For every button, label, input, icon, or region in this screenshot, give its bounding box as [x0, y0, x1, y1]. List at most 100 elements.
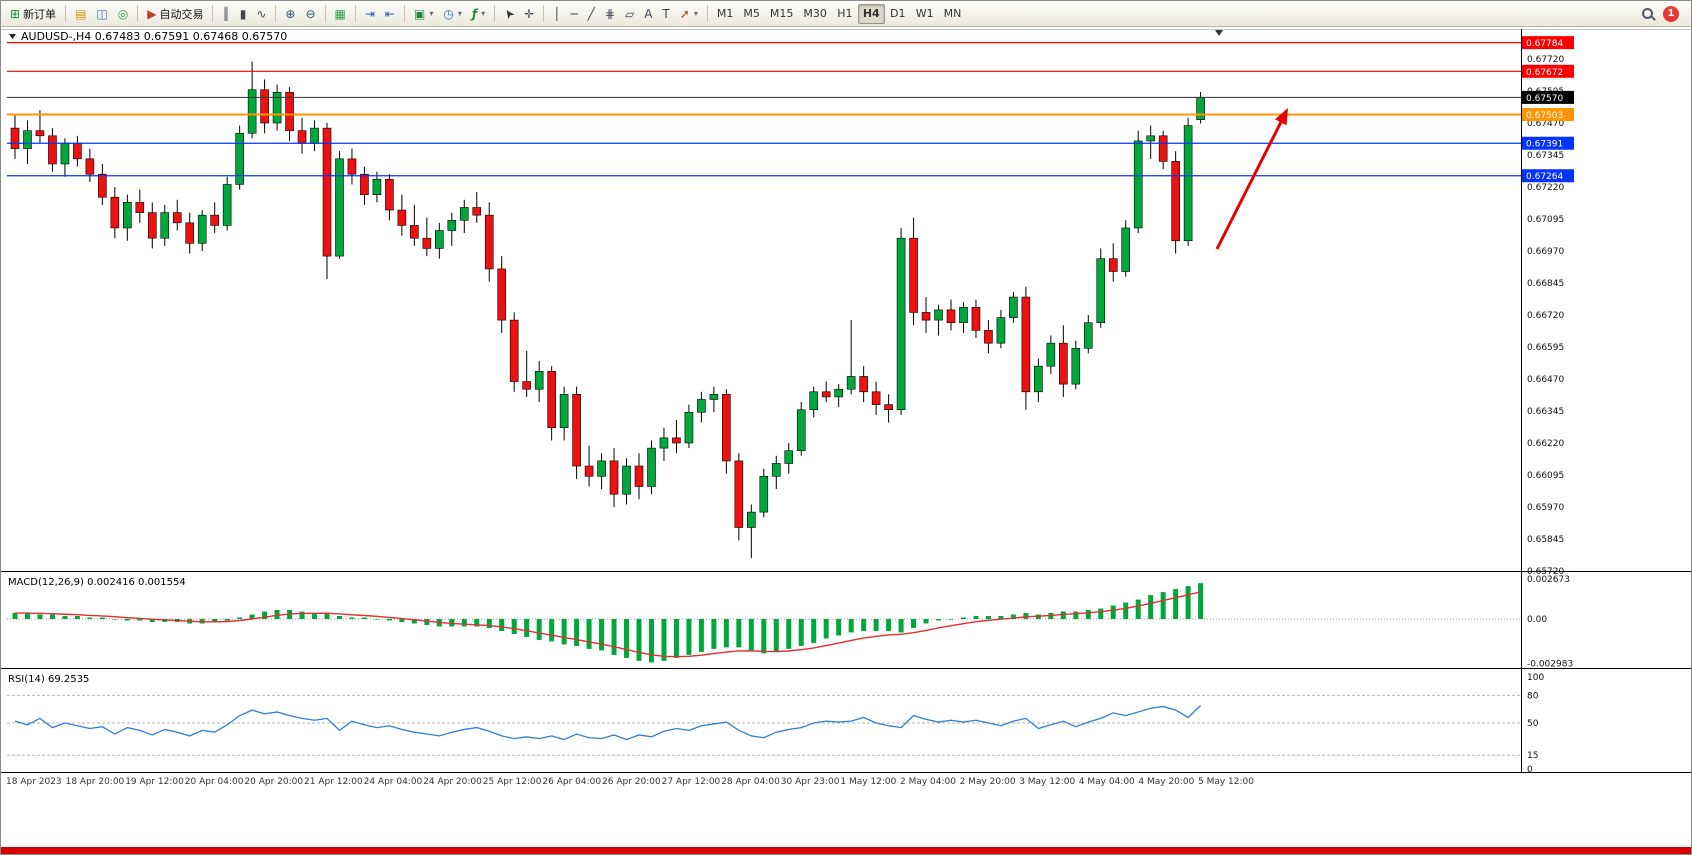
symbol-dropdown-icon[interactable]	[9, 34, 16, 39]
level-price-label: 0.67503	[1526, 111, 1563, 121]
timeframe-h1-button[interactable]: H1	[832, 4, 858, 24]
timeframe-d1-button[interactable]: D1	[885, 4, 911, 24]
trendline-button[interactable]: ╱	[583, 3, 600, 25]
price-tick-label: 0.67470	[1527, 119, 1564, 129]
candle-body	[222, 184, 232, 226]
zoom-out-button[interactable]: ⊖	[300, 3, 320, 25]
timeframe-mn-button[interactable]: MN	[939, 4, 967, 24]
candle-body	[834, 388, 843, 398]
macd-bar	[586, 619, 592, 649]
trend-arrow-annotation[interactable]	[1215, 108, 1288, 250]
autotrading-icon: ▶	[147, 6, 157, 21]
time-axis-label: 2 May 04:00	[900, 777, 956, 787]
macd-bar	[474, 619, 480, 627]
fibonacci-button[interactable]: ⋕	[600, 3, 620, 25]
new-order-button[interactable]: ⊞ 新订单	[5, 3, 61, 25]
crosshair-button[interactable]: ✛	[519, 3, 539, 25]
candle-body	[859, 376, 868, 393]
macd-bar	[87, 617, 93, 619]
horizontal-line-button[interactable]: ─	[565, 3, 582, 25]
candle-body	[484, 214, 494, 270]
macd-panel: 0.002673 0.00 -0.002983	[7, 575, 1573, 670]
data-window-button[interactable]: ◫	[91, 3, 112, 25]
tile-windows-button[interactable]: ▦	[330, 3, 351, 25]
candle-body	[559, 394, 569, 428]
shapes-button[interactable]: ▱	[620, 3, 639, 25]
shapes-icon: ▱	[624, 6, 635, 21]
candle-body	[697, 399, 706, 413]
candle-body	[871, 391, 881, 405]
zoom-in-button[interactable]: ⊕	[280, 3, 300, 25]
auto-scroll-button[interactable]: ⇥	[360, 3, 380, 25]
macd-bar	[524, 619, 530, 637]
timeframe-m30-button[interactable]: M30	[798, 4, 832, 24]
level-price-label: 0.67672	[1526, 68, 1563, 78]
macd-bar	[37, 614, 43, 619]
candle-body	[297, 130, 307, 144]
macd-bar	[861, 619, 867, 631]
chart-shift-button[interactable]: ⇤	[380, 3, 400, 25]
macd-bar	[511, 619, 517, 634]
vertical-line-button[interactable]: │	[548, 3, 565, 25]
macd-bar	[237, 617, 243, 619]
macd-bar	[786, 619, 792, 649]
market-watch-button[interactable]: ▤	[70, 3, 91, 25]
price-tick-label: 0.66845	[1527, 279, 1564, 289]
time-axis-label: 24 Apr 04:00	[364, 777, 423, 787]
macd-bar	[873, 619, 879, 631]
rsi-label: RSI(14) 69.2535	[8, 674, 89, 685]
toolbar-separator	[543, 5, 545, 22]
macd-bar	[1160, 592, 1166, 619]
rsi-axis-label: 15	[1527, 751, 1538, 761]
line-chart-button[interactable]: ∿	[251, 3, 271, 25]
macd-bar	[24, 613, 30, 619]
navigator-button[interactable]: ◎	[113, 3, 133, 25]
search-icon[interactable]	[1642, 8, 1653, 19]
arrows-button[interactable]: ➚ ▾	[675, 3, 703, 25]
new-chart-button[interactable]: ▣ ▾	[409, 3, 438, 25]
trend-arrow-line[interactable]	[1215, 121, 1283, 250]
candle-body	[347, 158, 357, 175]
autotrading-button[interactable]: ▶ 自动交易	[142, 3, 208, 25]
zoom-out-icon: ⊖	[305, 6, 316, 21]
timeframe-h4-button[interactable]: H4	[857, 3, 885, 24]
level-price-tag	[1522, 64, 1574, 78]
text-button[interactable]: A	[639, 3, 657, 25]
indicators-button[interactable]: ƒ ▾	[467, 3, 490, 25]
time-axis-label: 28 Apr 04:00	[721, 777, 780, 787]
candle-body	[235, 132, 244, 185]
timeframe-w1-button[interactable]: W1	[911, 4, 939, 24]
price-axis[interactable]: 0.677200.675950.674700.673450.672200.670…	[1527, 55, 1564, 577]
period-button[interactable]: ◷ ▾	[438, 3, 467, 25]
candlestick-chart-button[interactable]: ▮	[235, 3, 252, 25]
timeframe-m1-button[interactable]: M1	[712, 4, 739, 24]
chart-canvas[interactable]: 0.002673 0.00 -0.002983 100 80 50 15 0 0.67720…	[1, 27, 1692, 855]
timeframe-m15-button[interactable]: M15	[765, 4, 799, 24]
trendline-icon: ╱	[587, 6, 595, 21]
bar-chart-button[interactable]: ║	[217, 3, 234, 25]
candle-body	[210, 214, 219, 226]
panel-separators[interactable]	[1, 29, 1692, 773]
timeframe-m5-button[interactable]: M5	[738, 4, 765, 24]
toolbar-separator	[275, 5, 277, 22]
level-price-label: 0.67784	[1526, 39, 1563, 49]
candle-body	[472, 207, 482, 216]
macd-bar	[449, 619, 455, 627]
new-chart-icon: ▣	[413, 6, 426, 21]
macd-bar	[811, 619, 817, 643]
toolbar-group: ▣ ▾ ◷ ▾ ƒ ▾	[409, 3, 490, 25]
level-lines-layer[interactable]: 0.67784 0.67672 0.67503 0.67391 0.67264 0.675…	[7, 36, 1574, 183]
rsi-axis-label: 50	[1527, 719, 1539, 729]
candle-body	[410, 225, 419, 239]
time-axis-label: 27 Apr 12:00	[662, 777, 721, 787]
notification-badge[interactable]: 1	[1663, 5, 1679, 22]
cursor-button[interactable]: ➤	[499, 3, 519, 25]
candle-body	[1108, 258, 1118, 272]
time-axis[interactable]: 18 Apr 2023 18 Apr 20:00 19 Apr 12:00 20 Ap…	[6, 777, 1254, 787]
macd-bar	[761, 619, 767, 654]
chart-shift-marker[interactable]	[1215, 30, 1223, 36]
macd-bar	[1148, 595, 1154, 619]
rsi-axis-label: 0	[1527, 765, 1533, 775]
navigator-icon: ◎	[117, 6, 129, 21]
text-label-button[interactable]: T	[657, 3, 674, 25]
